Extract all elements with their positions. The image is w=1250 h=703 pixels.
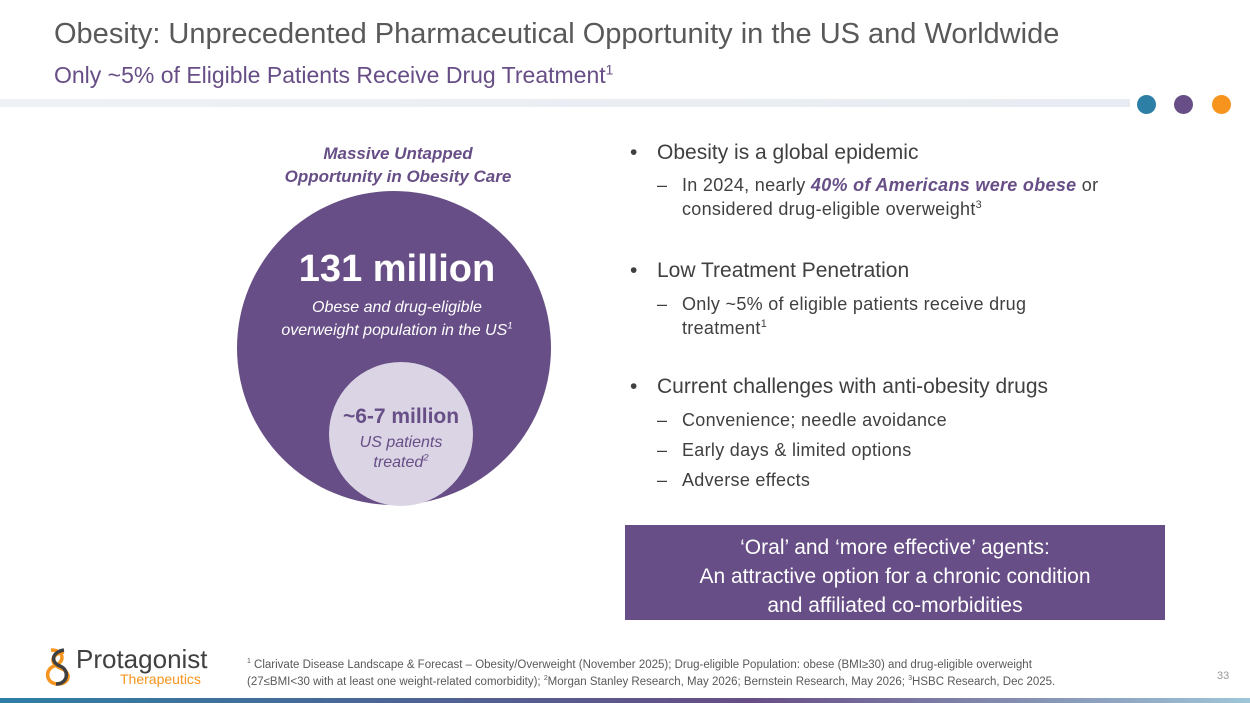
text: or [1076,175,1099,195]
footnotes: 1 Clarivate Disease Landscape & Forecast… [247,657,1055,691]
sub-bullet: Early days & limited options [657,438,912,462]
callout: ‘Oral’ and ‘more effective’ agents: An at… [625,525,1165,620]
graphic-heading: Massive Untapped Opportunity in Obesity C… [240,142,556,188]
title: Obesity: Unprecedented Pharmaceutical Op… [54,18,1060,50]
line: Massive Untapped [323,144,473,163]
ref: 3 [975,199,982,211]
logo-name: Protagonist [76,644,208,674]
line: (27≤BMI<30 with at least one weight-rela… [247,674,1055,691]
logo-tagline: Therapeutics [120,671,201,687]
footer-band [0,698,1250,703]
line: Adverse effects [682,470,811,490]
text: Morgan Stanley Research, May 2026; Berns… [547,676,909,688]
line: Opportunity in Obesity Care [284,167,512,186]
logo-mark [45,648,70,686]
line: considered drug-eligible overweight3 [682,197,1098,221]
outer-value: 131 million [298,248,496,290]
outer-caption: Obese and drug-eligible overweight popula… [237,296,557,342]
dot [1174,95,1193,114]
bullet-text: Obesity is a global epidemic [657,141,919,164]
line: Early days & limited options [682,440,912,460]
dot [1212,95,1231,114]
text: Clarivate Disease Landscape & Forecast –… [250,659,1032,671]
page-number: 33 [1217,670,1230,682]
line: and affiliated co-morbidities [767,594,1023,617]
ref: 1 [247,658,251,666]
line: 1 Clarivate Disease Landscape & Forecast… [247,657,1055,674]
ref: 2 [423,452,429,464]
text: HSBC Research, Dec 2025. [912,676,1056,688]
bullet: Low Treatment Penetration [630,259,910,283]
ref: 3 [908,675,913,683]
subtitle-text: Only ~5% of Eligible Patients Receive Dr… [54,62,606,88]
header-band [0,99,1130,107]
line: Only ~5% of eligible patients receive dr… [682,294,1027,314]
line: treated2 [329,453,473,473]
subtitle: Only ~5% of Eligible Patients Receive Dr… [54,62,613,89]
text: (27≤BMI<30 with at least one weight-rela… [247,676,544,688]
logo-stroke [51,648,69,686]
emphasis: 40% of Americans were obese [810,175,1077,195]
text: overweight population in the US [281,322,508,339]
sub-bullet: Convenience; needle avoidance [657,408,947,432]
bullet-text: Current challenges with anti-obesity dru… [657,375,1049,398]
bullet: Obesity is a global epidemic [630,141,919,165]
text: treated [373,454,424,471]
line: ‘Oral’ and ‘more effective’ agents: [740,536,1050,559]
text: considered drug-eligible overweight [682,199,976,219]
line: overweight population in the US1 [237,319,557,342]
text: In 2024, nearly [682,175,811,195]
sub-bullet: Adverse effects [657,468,810,492]
sub-bullet: Only ~5% of eligible patients receive dr… [657,292,1026,340]
inner-circle [329,362,473,506]
ref: 1 [760,318,768,330]
text: treatment [682,318,761,338]
line: US patients [359,434,443,451]
ref: 1 [507,320,513,332]
sub-bullet: In 2024, nearly 40% of Americans were ob… [657,173,1098,221]
ref: 2 [543,675,548,683]
line: An attractive option for a chronic condi… [699,565,1091,588]
ref: 1 [605,62,614,78]
line: In 2024, nearly 40% of Americans were ob… [682,173,1098,197]
inner-value: ~6-7 million [342,405,460,428]
line: Obese and drug-eligible [312,299,482,316]
line: Convenience; needle avoidance [682,410,947,430]
bullet-text: Low Treatment Penetration [657,259,910,282]
dot [1137,95,1156,114]
line: treatment1 [682,316,1026,340]
inner-caption: US patients treated2 [329,433,473,473]
bullet: Current challenges with anti-obesity dru… [630,375,1049,399]
